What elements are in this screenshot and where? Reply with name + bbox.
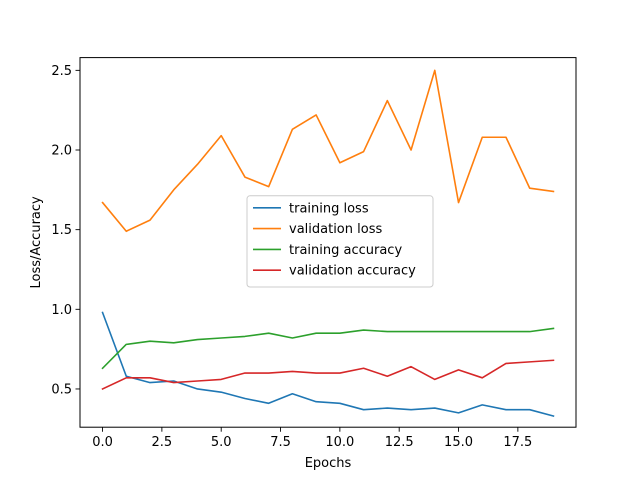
x-tick-label: 7.5 [270,435,291,450]
y-tick-label: 2.0 [51,144,72,159]
y-tick-label: 2.5 [51,64,72,79]
x-axis: 0.0 2.5 5.0 7.5 10.0 12.5 15.0 17.5 [92,427,532,450]
y-tick-label: 1.5 [51,223,72,238]
y-tick-label: 0.5 [51,382,72,397]
x-tick-label: 0.0 [92,435,113,450]
series-line-3 [101,359,555,391]
x-tick-label: 17.5 [503,435,532,450]
x-tick-label: 10.0 [325,435,354,450]
y-tick-label: 1.0 [51,303,72,318]
x-axis-label: Epochs [305,456,352,471]
legend-label-1: validation loss [289,222,382,237]
x-tick-label: 12.5 [385,435,414,450]
series-line-2 [101,327,555,370]
legend-label-2: training accuracy [289,243,402,258]
y-axis: 0.5 1.0 1.5 2.0 2.5 [51,64,80,397]
x-tick-label: 2.5 [152,435,173,450]
legend: training loss validation loss training acc… [246,195,434,288]
series-layer [101,69,555,418]
legend-label-3: validation accuracy [289,264,416,279]
series-line-1 [101,69,555,233]
legend-label-0: training loss [289,201,369,216]
legend-box [246,195,434,288]
y-axis-label: Loss/Accuracy [29,196,44,289]
plot-frame [79,57,577,428]
x-tick-label: 5.0 [211,435,232,450]
x-tick-label: 15.0 [444,435,473,450]
